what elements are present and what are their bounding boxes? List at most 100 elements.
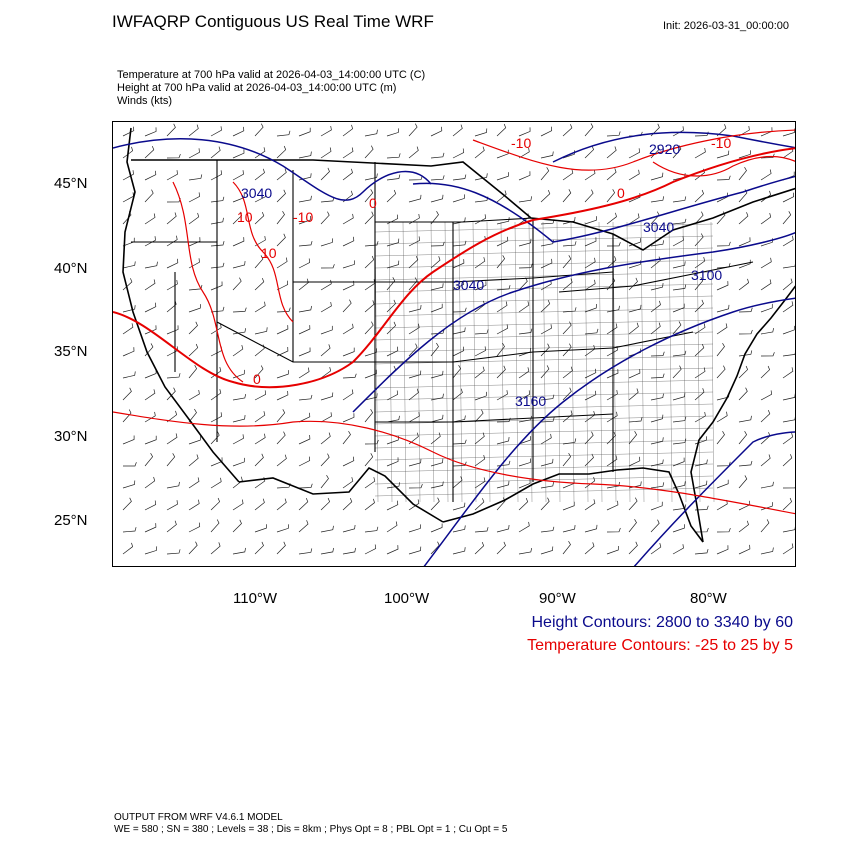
wind-barb <box>518 238 532 247</box>
wind-barb <box>276 130 291 137</box>
wind-barb <box>320 211 330 225</box>
wind-barb <box>210 196 225 203</box>
wind-barb <box>540 151 554 159</box>
wind-barb <box>188 365 198 379</box>
wind-barb <box>650 393 664 401</box>
temp-contour-west-1 <box>232 181 294 323</box>
lat-label-40n: 40°N <box>54 260 88 277</box>
wind-barb <box>716 365 726 379</box>
wind-barb <box>122 387 132 401</box>
wind-barb <box>210 306 225 313</box>
wind-barb <box>782 454 793 467</box>
wind-barb <box>364 173 378 181</box>
wind-barb <box>254 498 265 511</box>
wind-barb <box>342 547 356 555</box>
wind-barb <box>166 549 181 555</box>
wind-barb <box>562 453 572 467</box>
wind-barb <box>628 541 638 555</box>
wind-barb <box>540 167 550 181</box>
height-contour-3160 <box>423 297 795 566</box>
wind-barb <box>430 211 439 225</box>
wind-barb <box>210 281 223 291</box>
wind-barb <box>408 194 422 203</box>
wind-barb <box>496 172 509 181</box>
wind-barb <box>782 263 795 269</box>
height-contour-3040-west <box>113 138 432 201</box>
wind-barb <box>364 369 377 379</box>
wind-barb <box>166 453 176 467</box>
wind-barb <box>276 431 286 445</box>
wind-barb <box>364 255 375 269</box>
wind-barb <box>452 148 465 159</box>
wind-barb <box>782 211 792 225</box>
temp-label: 10 <box>237 209 253 225</box>
wind-barb <box>342 347 355 357</box>
height-contour-2920 <box>552 131 795 163</box>
wind-barb <box>650 172 664 181</box>
wind-barb <box>738 500 751 511</box>
wind-barb <box>672 218 687 225</box>
wind-barb <box>760 481 774 489</box>
wind-barb <box>254 123 264 137</box>
wind-barb <box>298 394 313 401</box>
wind-barb <box>496 437 510 445</box>
wind-barb <box>320 196 335 203</box>
wind-barb <box>716 461 731 467</box>
wind-barb <box>188 436 201 445</box>
wind-barb <box>188 389 200 401</box>
wind-barb <box>276 145 287 159</box>
wind-barb <box>364 129 378 137</box>
wind-barb <box>408 370 422 379</box>
wind-barb <box>320 475 329 489</box>
wind-barb <box>320 412 332 423</box>
wind-barb <box>716 211 726 225</box>
wind-barb <box>430 342 439 357</box>
wind-barb <box>408 305 422 313</box>
wind-barb <box>210 241 225 247</box>
wind-barb <box>276 346 289 357</box>
wind-barb <box>430 523 443 533</box>
wind-barb <box>452 415 466 423</box>
wind-barb <box>606 527 621 533</box>
wind-barb <box>562 501 575 511</box>
wind-barb <box>694 367 706 379</box>
wind-barb <box>606 146 617 159</box>
wind-barb <box>672 524 685 533</box>
wind-barb <box>232 261 246 269</box>
temp-label: -10 <box>711 135 731 151</box>
wind-barb <box>738 350 753 357</box>
wind-barb <box>188 192 200 203</box>
wind-barb <box>144 476 156 489</box>
wind-barb <box>628 304 642 313</box>
wind-barb <box>760 169 772 181</box>
wind-barb <box>540 458 554 467</box>
wind-barb <box>298 241 313 247</box>
wind-barb <box>518 390 530 401</box>
wind-barb <box>474 498 485 511</box>
wind-barb <box>232 193 245 203</box>
wind-barb <box>430 256 441 269</box>
wind-barb <box>716 304 730 313</box>
height-label: 3040 <box>241 185 272 201</box>
wind-barb <box>430 175 445 181</box>
wind-barb <box>276 168 287 181</box>
wind-barb <box>518 147 530 159</box>
wind-barb <box>672 365 682 379</box>
wind-barb <box>518 436 531 445</box>
wind-barb <box>452 547 466 555</box>
wind-barb <box>562 525 576 533</box>
wind-barb <box>320 167 330 181</box>
wind-barb <box>650 300 661 313</box>
wind-barb <box>672 236 684 247</box>
wind-barb <box>298 367 310 379</box>
wind-barb <box>606 189 616 203</box>
wind-barb <box>386 153 401 159</box>
wind-barb <box>606 390 618 401</box>
wind-barb <box>144 145 155 159</box>
wind-barb <box>188 499 200 511</box>
wind-barb <box>474 128 488 137</box>
wind-barb <box>166 123 176 137</box>
wind-barb <box>584 499 596 511</box>
wind-barb <box>496 480 510 489</box>
wind-barb <box>738 278 750 291</box>
